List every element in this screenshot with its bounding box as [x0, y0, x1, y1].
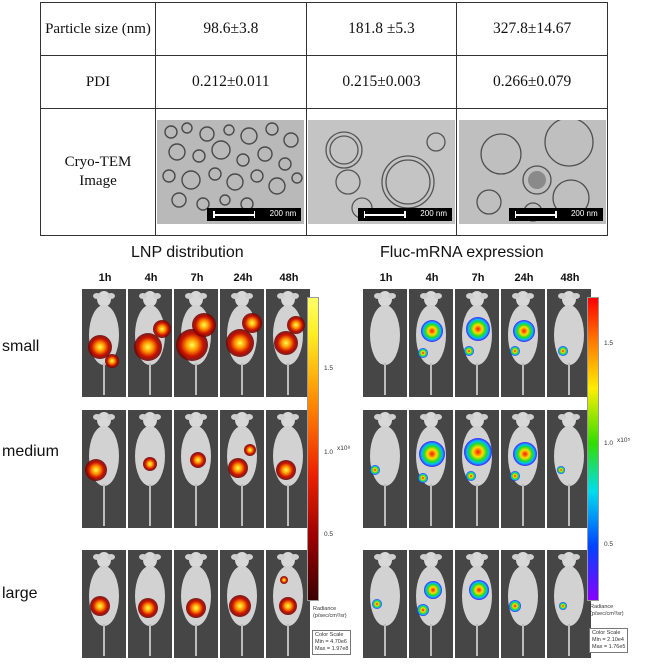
timepoint-label-1h: 1h [379, 272, 393, 284]
lnp-colorbar-tick: 1.0 [324, 449, 334, 456]
timepoint-label-1h: 1h [98, 272, 112, 284]
timepoint-label-4h: 4h [144, 272, 158, 284]
particle-size-medium: 181.8 ±5.3 [305, 2, 458, 56]
table-row: Cryo-TEM Image 200 nm [40, 108, 608, 236]
timepoint-label-4h: 4h [425, 272, 439, 284]
row-header-cryo-tem: Cryo-TEM Image [40, 108, 156, 236]
lnp-mouse-image-small-4h [128, 289, 172, 397]
fluc-mouse-image-medium-48h [547, 410, 591, 528]
fluc-mouse-image-medium-4h [409, 410, 453, 528]
fluc-mouse-image-small-7h [455, 289, 499, 397]
size-label-small: small [2, 338, 40, 355]
lnp-mouse-image-medium-1h [82, 410, 126, 528]
table-row: PDI 0.212±0.011 0.215±0.003 0.266±0.079 [40, 55, 608, 109]
timepoint-label-7h: 7h [471, 272, 485, 284]
fluc-colorbar-tick: 1.0 [604, 440, 614, 447]
fluc-mouse-image-medium-1h [363, 410, 407, 528]
fluc-mouse-image-small-24h [501, 289, 545, 397]
tem-vesicles-small [162, 122, 304, 211]
tem-vesicles-medium [325, 131, 446, 219]
lnp-distribution-title: LNP distribution [131, 244, 244, 261]
size-label-medium: medium [2, 443, 59, 460]
fluc-mouse-image-small-4h [409, 289, 453, 397]
pdi-large: 0.266±0.079 [456, 55, 608, 109]
fluc-colorbar [587, 297, 599, 601]
lnp-colorbar-exponent: x10⁸ [337, 445, 351, 452]
fluc-colorbar-tick: 0.5 [604, 541, 614, 548]
timepoint-label-24h: 24h [233, 272, 253, 284]
fluc-mouse-image-large-4h [409, 550, 453, 658]
fluc-mouse-image-large-7h [455, 550, 499, 658]
fluc-mouse-image-large-48h [547, 550, 591, 658]
tem-vesicles-large [476, 120, 594, 222]
lnp-mouse-image-large-24h [220, 550, 264, 658]
scale-bar: 200 nm [508, 208, 603, 221]
lnp-colorbar [307, 297, 319, 601]
lnp-mouse-image-large-48h [266, 550, 310, 658]
lnp-mouse-image-small-48h [266, 289, 310, 397]
lnp-mouse-image-large-4h [128, 550, 172, 658]
particle-properties-table: Particle size (nm) 98.6±3.8 181.8 ±5.3 3… [40, 2, 608, 236]
timepoint-label-48h: 48h [560, 272, 580, 284]
cryo-tem-image-small: 200 nm [157, 120, 305, 224]
timepoint-label-7h: 7h [190, 272, 204, 284]
lnp-colorbar-tick: 0.5 [324, 531, 334, 538]
lnp-color-scale-box: Color Scale Min = 4.70e6 Max = 1.97e8 [312, 630, 352, 655]
cryo-tem-image-large: 200 nm [458, 120, 606, 224]
lnp-mouse-image-small-1h [82, 289, 126, 397]
pdi-medium: 0.215±0.003 [305, 55, 458, 109]
lnp-mouse-image-medium-7h [174, 410, 218, 528]
fluc-color-scale-box: Color Scale Min = 2.10e4 Max = 1.76e5 [589, 628, 629, 653]
lnp-mouse-image-medium-48h [266, 410, 310, 528]
table-row: Particle size (nm) 98.6±3.8 181.8 ±5.3 3… [40, 2, 608, 56]
row-header-pdi: PDI [40, 55, 156, 109]
lnp-mouse-image-large-1h [82, 550, 126, 658]
particle-size-large: 327.8±14.67 [456, 2, 608, 56]
fluc-colorbar-tick: 1.5 [604, 340, 614, 347]
cryo-tem-cell-medium: 200 nm [305, 108, 458, 236]
lnp-radiance-label: Radiance (p/sec/cm²/sr) [313, 606, 347, 619]
lnp-mouse-image-small-7h [174, 289, 218, 397]
lnp-mouse-image-large-7h [174, 550, 218, 658]
timepoint-label-24h: 24h [514, 272, 534, 284]
cryo-tem-image-medium: 200 nm [307, 120, 455, 224]
lnp-colorbar-tick: 1.5 [324, 365, 334, 372]
fluc-mouse-image-small-1h [363, 289, 407, 397]
scale-bar: 200 nm [357, 208, 452, 221]
fluc-mouse-image-large-1h [363, 550, 407, 658]
fluc-radiance-label: Radiance (p/sec/cm²/sr) [590, 604, 624, 617]
cryo-tem-cell-large: 200 nm [456, 108, 608, 236]
timepoint-label-48h: 48h [279, 272, 299, 284]
size-label-large: large [2, 585, 38, 602]
cryo-tem-cell-small: 200 nm [155, 108, 307, 236]
pdi-small: 0.212±0.011 [155, 55, 307, 109]
fluc-mouse-image-medium-7h [455, 410, 499, 528]
row-header-particle-size: Particle size (nm) [40, 2, 156, 56]
lnp-mouse-image-medium-4h [128, 410, 172, 528]
scale-bar: 200 nm [207, 208, 302, 221]
fluc-colorbar-exponent: x10⁵ [617, 437, 631, 444]
fluc-mouse-image-small-48h [547, 289, 591, 397]
lnp-mouse-image-medium-24h [220, 410, 264, 528]
fluc-expression-title: Fluc-mRNA expression [380, 244, 544, 261]
particle-size-small: 98.6±3.8 [155, 2, 307, 56]
lnp-mouse-image-small-24h [220, 289, 264, 397]
fluc-mouse-image-medium-24h [501, 410, 545, 528]
fluc-mouse-image-large-24h [501, 550, 545, 658]
